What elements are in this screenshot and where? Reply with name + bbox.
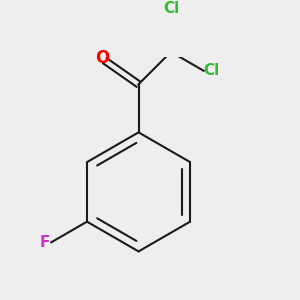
Text: F: F	[39, 235, 50, 250]
Text: O: O	[95, 49, 110, 67]
Text: Cl: Cl	[203, 63, 220, 78]
Text: Cl: Cl	[163, 1, 179, 16]
